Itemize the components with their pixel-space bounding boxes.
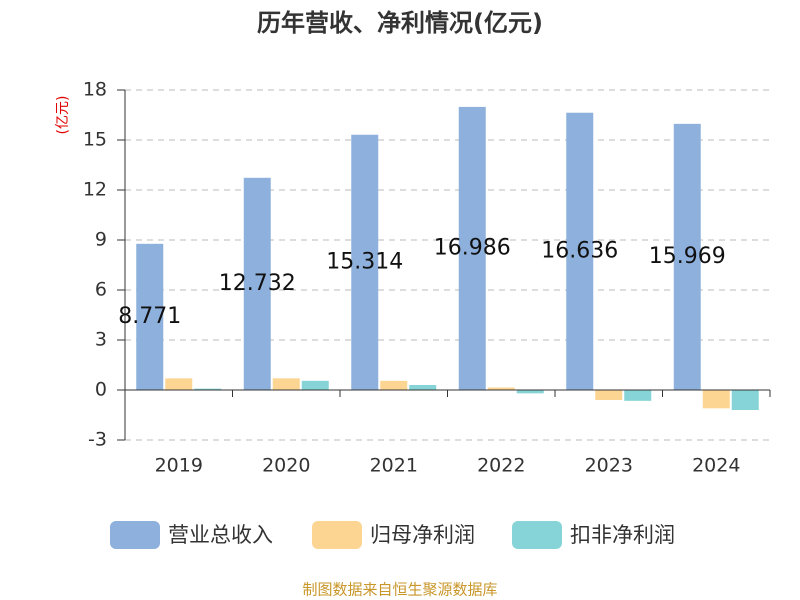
source-note: 制图数据来自恒生聚源数据库	[302, 581, 497, 599]
chart-title: 历年营收、净利情况(亿元)	[257, 9, 543, 37]
data-label: 15.969	[649, 244, 726, 269]
bar	[272, 378, 300, 390]
data-label: 12.732	[219, 271, 296, 296]
bar	[566, 112, 594, 390]
bar	[351, 134, 379, 390]
y-tick-label: 15	[83, 129, 107, 151]
bar	[624, 390, 652, 401]
bar	[702, 390, 730, 409]
x-tick-label: 2020	[262, 455, 310, 477]
x-tick-label: 2024	[692, 455, 740, 477]
legend-swatch	[512, 521, 562, 549]
data-label: 8.771	[118, 304, 181, 329]
y-tick-label: 0	[95, 379, 107, 401]
legend-label: 扣非净利润	[570, 523, 675, 547]
bar	[409, 385, 437, 390]
bar	[380, 380, 408, 390]
bar	[458, 106, 486, 391]
data-label: 16.986	[434, 235, 511, 260]
bar	[516, 390, 544, 394]
bar	[595, 390, 623, 400]
bar	[194, 388, 222, 390]
y-axis-label: (亿元)	[55, 96, 71, 135]
x-tick-label: 2022	[477, 455, 525, 477]
y-tick-label: 12	[83, 179, 107, 201]
bar	[243, 177, 271, 390]
y-tick-label: -3	[88, 429, 107, 451]
legend-swatch	[312, 521, 362, 549]
bar	[673, 123, 701, 390]
x-tick-label: 2019	[155, 455, 203, 477]
y-tick-label: 18	[83, 79, 107, 101]
y-tick-label: 9	[95, 229, 107, 251]
data-label: 16.636	[541, 238, 618, 263]
bar	[301, 380, 329, 390]
bar	[487, 387, 515, 390]
legend-swatch	[110, 521, 160, 549]
bar	[731, 390, 759, 410]
data-label: 15.314	[326, 249, 403, 274]
legend-label: 营业总收入	[168, 523, 273, 547]
bar	[136, 243, 164, 390]
bar	[165, 378, 193, 390]
y-tick-label: 6	[95, 279, 107, 301]
legend-label: 归母净利润	[370, 523, 475, 547]
x-tick-label: 2023	[585, 455, 633, 477]
y-tick-label: 3	[95, 329, 107, 351]
x-tick-label: 2021	[370, 455, 418, 477]
